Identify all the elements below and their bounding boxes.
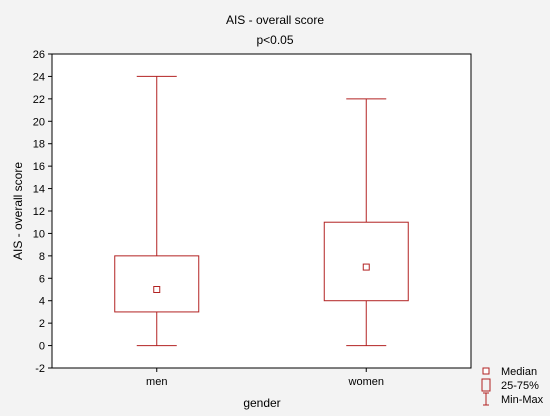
y-tick-label: 18 xyxy=(33,139,45,151)
legend-median-symbol xyxy=(482,367,490,375)
iqr-box xyxy=(323,221,409,302)
plot-area xyxy=(51,53,472,369)
y-tick-label: 8 xyxy=(39,251,45,263)
x-axis-label: gender xyxy=(243,396,280,410)
legend-label: Median xyxy=(501,366,537,378)
median-marker xyxy=(362,263,370,271)
y-tick-label: 20 xyxy=(33,116,45,128)
legend-label: Min-Max xyxy=(501,394,544,406)
legend-box-symbol xyxy=(481,378,491,392)
chart-subtitle: p<0.05 xyxy=(256,33,293,47)
chart-title: AIS - overall score xyxy=(226,13,324,27)
y-tick-label: 16 xyxy=(33,161,45,173)
y-tick-label: 24 xyxy=(33,71,45,83)
box-series xyxy=(114,75,409,347)
y-tick-label: 0 xyxy=(39,341,45,353)
legend: Median 25-75% Min-Max xyxy=(481,366,544,406)
y-tick-label: 12 xyxy=(33,206,45,218)
y-tick-label: 4 xyxy=(39,296,45,308)
y-tick-label: 10 xyxy=(33,228,45,240)
median-marker xyxy=(153,286,161,293)
y-tick-label: 14 xyxy=(33,184,45,196)
x-tick-label: women xyxy=(348,376,384,388)
y-tick-label: -2 xyxy=(35,363,45,375)
box-men xyxy=(114,75,200,347)
x-axis: men women xyxy=(146,368,384,388)
y-tick-label: 6 xyxy=(39,273,45,285)
legend-label: 25-75% xyxy=(501,380,539,392)
y-tick-label: 22 xyxy=(33,94,45,106)
iqr-box xyxy=(114,255,200,313)
box-women xyxy=(323,98,409,347)
y-tick-label: 26 xyxy=(33,49,45,61)
x-tick-label: men xyxy=(146,376,167,388)
y-tick-label: 2 xyxy=(39,318,45,330)
y-axis-label: AIS - overall score xyxy=(11,162,25,260)
